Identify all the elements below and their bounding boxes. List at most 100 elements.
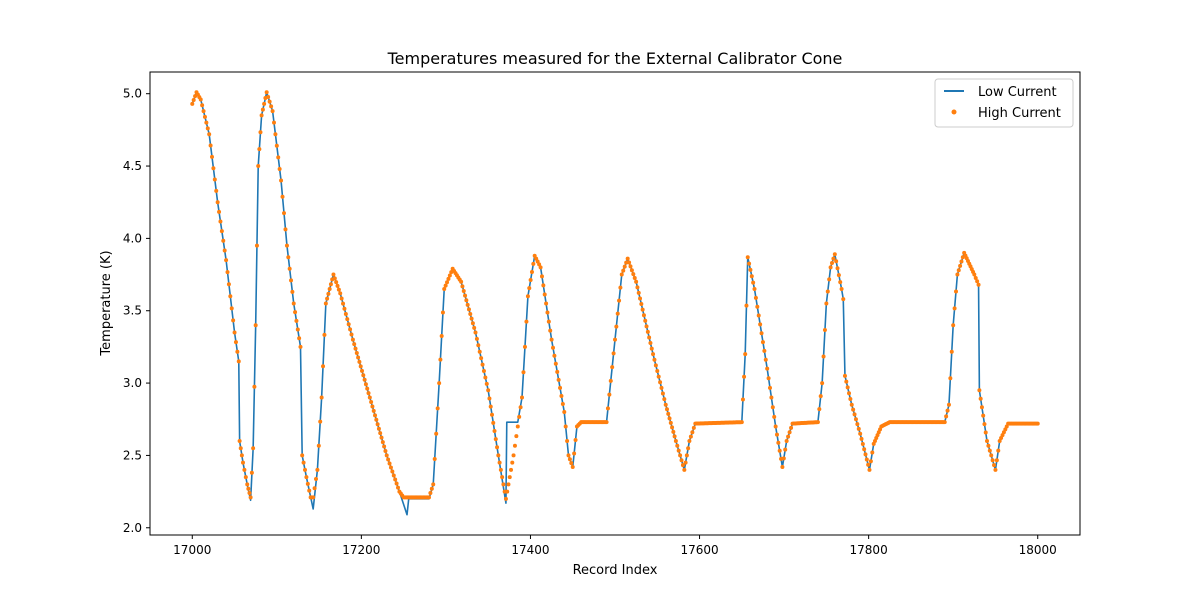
series-point-high-current (358, 364, 363, 369)
series-point-high-current (835, 266, 840, 271)
series-point-high-current (640, 307, 645, 312)
series-point-high-current (948, 376, 953, 381)
series-point-high-current (328, 282, 333, 287)
series-point-high-current (214, 188, 219, 193)
series-point-high-current (208, 143, 213, 148)
series-point-high-current (624, 260, 629, 265)
series-point-high-current (604, 420, 609, 425)
series-point-high-current (780, 465, 785, 469)
series-point-high-current (611, 351, 616, 356)
series-point-high-current (470, 321, 475, 326)
legend-label-high-current: High Current (978, 106, 1061, 121)
series-point-high-current (335, 283, 340, 288)
series-point-high-current (505, 489, 510, 494)
series-point-high-current (190, 101, 195, 106)
series-point-high-current (618, 285, 623, 290)
series-point-high-current (323, 301, 328, 306)
series-point-high-current (437, 381, 442, 386)
series-point-high-current (986, 443, 991, 448)
series-point-high-current (371, 408, 376, 413)
series-point-high-current (849, 402, 854, 407)
series-point-high-current (570, 465, 575, 469)
series-point-high-current (280, 194, 285, 199)
series-point-high-current (258, 130, 263, 135)
series-point-high-current (369, 400, 374, 404)
chart-title: Temperatures measured for the External C… (387, 49, 843, 68)
y-tick-label: 2.0 (123, 521, 142, 535)
series-point-high-current (266, 94, 271, 99)
series-point-high-current (500, 475, 505, 480)
series-point-high-current (339, 296, 344, 301)
series-point-high-current (232, 330, 237, 335)
series-point-high-current (520, 395, 524, 400)
series-point-high-current (343, 311, 348, 316)
series-point-high-current (784, 438, 789, 443)
x-axis-label: Record Index (573, 563, 658, 578)
series-point-high-current (760, 340, 765, 345)
series-point-high-current (572, 451, 577, 456)
series-point-high-current (201, 109, 206, 114)
series-point-high-current (824, 301, 829, 306)
series-point-high-current (267, 99, 272, 104)
series-point-high-current (1035, 421, 1040, 426)
series-point-high-current (553, 361, 558, 366)
series-point-high-current (983, 430, 988, 435)
series-point-high-current (842, 373, 847, 378)
series-point-high-current (631, 272, 636, 277)
series-point-high-current (363, 382, 368, 387)
series-point-high-current (432, 457, 437, 462)
series-point-high-current (662, 397, 667, 402)
series-point-high-current (638, 296, 643, 301)
series-point-high-current (365, 386, 370, 391)
series-point-high-current (739, 420, 744, 425)
series-point-high-current (496, 453, 501, 458)
series-point-high-current (952, 306, 957, 311)
x-tick-label: 17600 (680, 543, 718, 557)
series-point-high-current (676, 448, 681, 453)
series-point-high-current (386, 457, 391, 462)
series-point-high-current (316, 443, 321, 448)
series-point-high-current (243, 475, 248, 480)
series-point-high-current (607, 392, 612, 397)
series-point-high-current (549, 337, 554, 342)
series-point-high-current (975, 279, 980, 284)
series-point-high-current (362, 377, 367, 382)
series-point-high-current (279, 178, 284, 183)
series-point-high-current (396, 485, 400, 490)
series-point-high-current (326, 291, 331, 296)
series-point-high-current (765, 366, 770, 371)
series-point-high-current (301, 460, 306, 465)
series-point-high-current (556, 377, 561, 382)
series-point-high-current (515, 424, 520, 429)
series-point-high-current (625, 256, 630, 261)
series-point-high-current (648, 341, 653, 346)
series-point-high-current (870, 450, 875, 455)
series-point-high-current (675, 443, 680, 448)
series-point-high-current (683, 460, 688, 465)
series-point-high-current (979, 405, 984, 410)
series-point-high-current (651, 352, 656, 357)
series-point-high-current (334, 280, 339, 285)
series-point-high-current (563, 424, 568, 429)
series-point-high-current (473, 330, 478, 335)
series-point-high-current (468, 312, 473, 317)
series-point-high-current (973, 275, 978, 280)
series-point-high-current (393, 477, 398, 482)
series-point-high-current (446, 276, 451, 281)
series-point-high-current (690, 430, 695, 435)
series-point-high-current (686, 446, 691, 451)
series-point-high-current (847, 391, 852, 396)
series-point-high-current (789, 425, 794, 430)
series-point-high-current (370, 404, 375, 409)
series-point-high-current (229, 306, 234, 311)
series-point-high-current (774, 432, 779, 437)
series-point-high-current (501, 482, 506, 487)
series-point-high-current (474, 336, 479, 341)
series-point-high-current (376, 426, 381, 431)
series-point-high-current (217, 209, 222, 214)
series-point-high-current (224, 258, 229, 263)
series-point-high-current (295, 327, 300, 332)
series-point-high-current (245, 482, 250, 487)
series-point-high-current (558, 385, 563, 390)
